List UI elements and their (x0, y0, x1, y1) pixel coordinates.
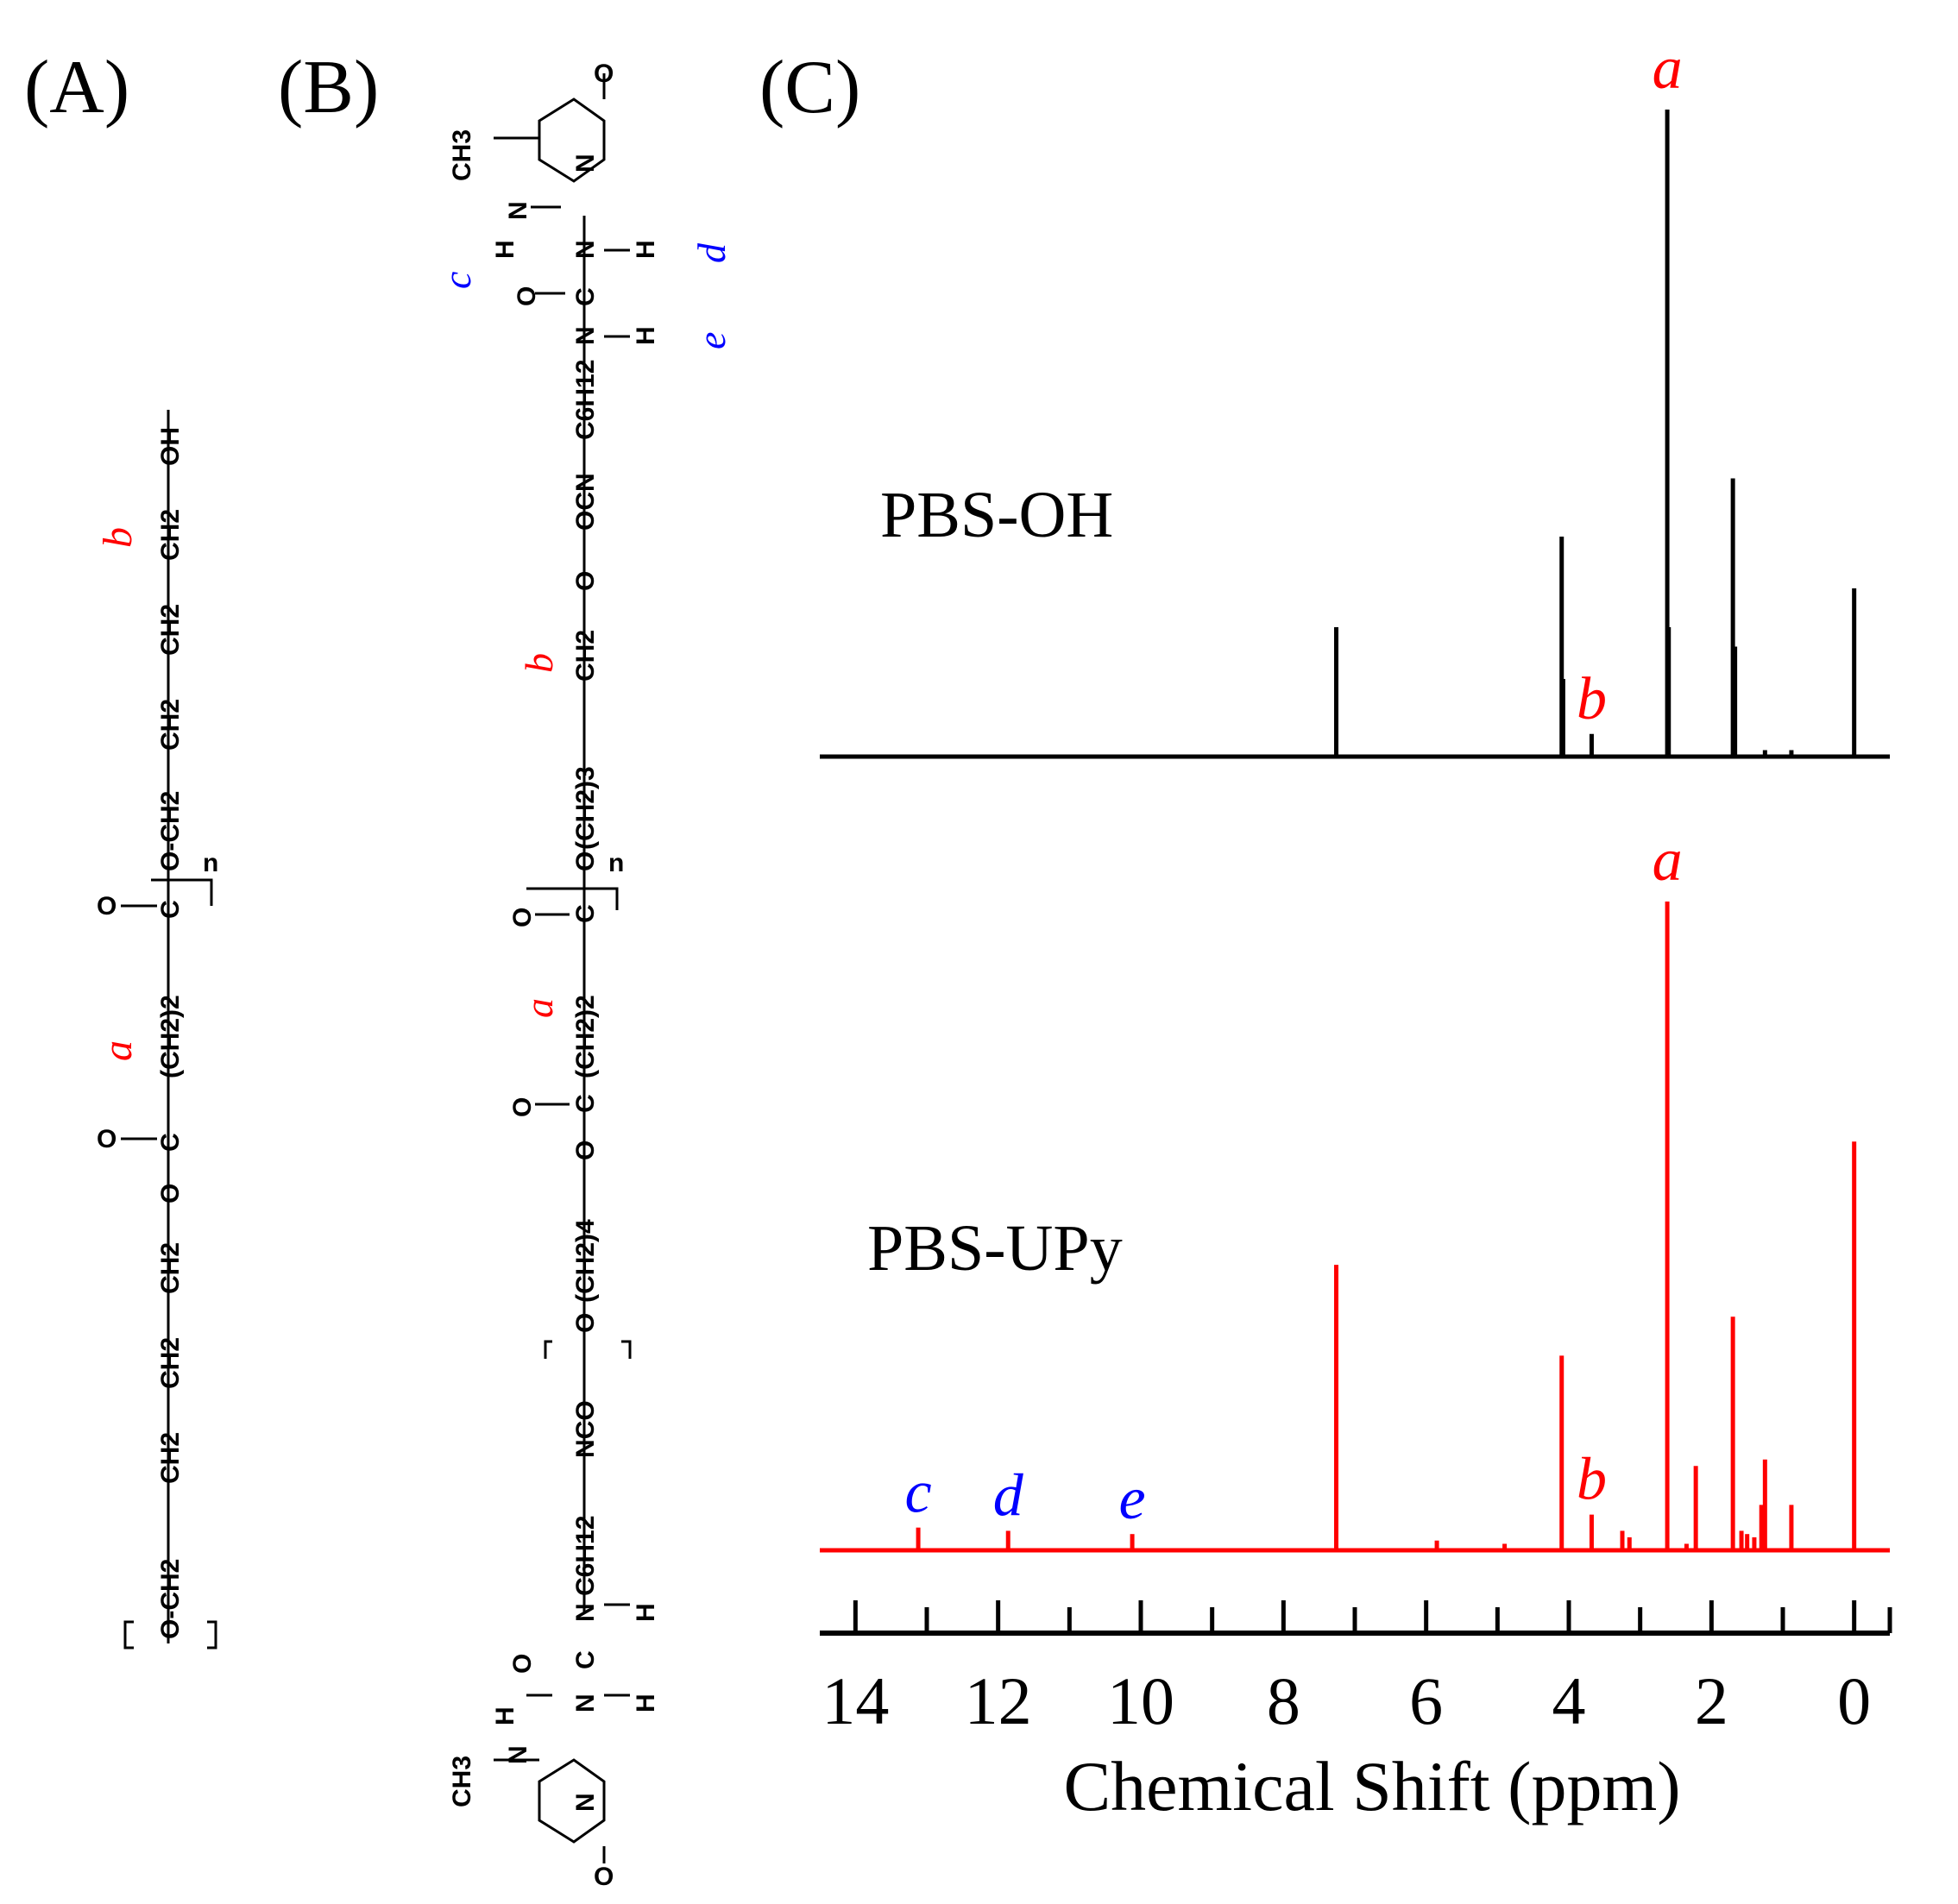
struct-b-n6: N (571, 1693, 600, 1712)
tick-label-8: 8 (1267, 1663, 1300, 1738)
struct-b-o-top: O (594, 60, 614, 88)
struct-b-label-e: e (689, 332, 733, 349)
struct-b-label-a: a (517, 998, 561, 1018)
struct-b-ocn: OCN (571, 473, 600, 531)
struct-a-ch2-1: CH2 (156, 1432, 185, 1484)
tick-label-2: 2 (1695, 1663, 1728, 1738)
struct-a-c2: C (156, 900, 185, 919)
struct-b-n3: N (571, 240, 600, 259)
peak-label-pbs-upy-b: b (1577, 1447, 1607, 1513)
struct-b-o-bottom: O (594, 1863, 614, 1891)
struct-b-n5: N (571, 1603, 600, 1622)
tick-label-10: 10 (1107, 1663, 1174, 1738)
tick-label-14: 14 (822, 1663, 889, 1738)
struct-a-och2-1: O-CH2 (156, 1559, 185, 1639)
struct-b-c2: C (571, 904, 600, 923)
struct-b-n1: N (571, 154, 600, 173)
series-pbs-upy (916, 902, 1857, 1550)
series-pbs-oh (1334, 110, 1857, 757)
struct-a-o-ester: O (156, 1184, 185, 1203)
struct-b-h4: H (632, 1603, 660, 1622)
struct-a-ch2-4: CH2 (156, 699, 185, 751)
struct-b-nco: NCO (571, 1400, 600, 1458)
x-axis-ticks: 14 12 10 8 6 4 2 0 (822, 1600, 1892, 1738)
peak-label-pbs-upy-a: a (1653, 827, 1683, 894)
struct-b-c4: C (571, 1650, 600, 1669)
struct-b-o1: O (513, 286, 541, 306)
struct-b-o3: O (571, 851, 600, 871)
struct-a-ch2-5: CH2 (156, 604, 185, 656)
struct-b-n8: N (571, 1793, 600, 1812)
struct-b-ch2: CH2 (571, 630, 600, 682)
tick-label-4: 4 (1552, 1663, 1586, 1738)
struct-a-ch2-2: CH2 (156, 1337, 185, 1389)
struct-b-label-d: d (689, 242, 733, 263)
struct-a-c1: C (156, 1133, 185, 1152)
peak-label-pbs-upy-e: e (1119, 1466, 1146, 1532)
struct-a-n: n (203, 849, 218, 877)
tick-label-6: 6 (1409, 1663, 1443, 1738)
struct-b-o7: O (571, 1313, 600, 1333)
struct-b-label-b: b (517, 653, 561, 673)
struct-b-ch2-3: (CH2)3 (571, 766, 600, 850)
struct-b-h5: H (632, 1693, 660, 1712)
struct-a-och2-2: O-CH2 (156, 791, 185, 871)
struct-a-o1: O (97, 1125, 116, 1153)
struct-b-c1: C (571, 287, 600, 306)
struct-b-o6: O (571, 1141, 600, 1160)
struct-b-c3: C (571, 1094, 600, 1113)
struct-a-o2: O (97, 892, 116, 921)
peak-label-pbs-upy-c: c (905, 1460, 932, 1526)
structure-pbs-upy: n O CH3 N N H O C N H N H C6H12 OCN O CH… (448, 60, 660, 1891)
panel-label-b: (B) (278, 46, 379, 129)
structure-pbs-oh: n O O O-CH2 CH2 CH2 CH2 O C (CH2)2 C O-C… (97, 410, 218, 1650)
x-axis-title: Chemical Shift (ppm) (1063, 1747, 1680, 1825)
struct-b-o2: O (571, 571, 600, 591)
struct-b-ch2-4: (CH2)4 (571, 1219, 600, 1303)
tick-label-12: 12 (965, 1663, 1032, 1738)
struct-a-ch2-2-group: (CH2)2 (156, 995, 185, 1078)
struct-b-o4: O (508, 908, 537, 927)
struct-b-ch3-bottom: CH3 (448, 1756, 476, 1807)
struct-b-n7: N (504, 1745, 532, 1764)
struct-a-ch2-3: CH2 (156, 1242, 185, 1294)
tick-label-0: 0 (1837, 1663, 1871, 1738)
struct-b-label-c: c (435, 272, 479, 289)
struct-a-oh: OH (156, 427, 185, 466)
struct-b-h6: H (491, 1706, 519, 1725)
trace-name-pbs-oh: PBS-OH (880, 479, 1113, 551)
nmr-chart: b a c d e b a PBS-OH PBS-UPy 14 12 10 8 6 4 2 0 Chemi… (820, 35, 1892, 1825)
struct-b-h1: H (491, 240, 519, 259)
struct-b-ch3-top: CH3 (448, 129, 476, 181)
struct-b-c6h12-bottom: C6H12 (571, 1516, 600, 1596)
struct-a-ch2-6: CH2 (156, 509, 185, 561)
peak-labels: b a c d e b a (905, 35, 1683, 1532)
panel-label-a: (A) (24, 46, 129, 129)
struct-a-label-b: b (95, 527, 141, 548)
struct-b-n4: N (571, 326, 600, 345)
struct-b-h2: H (632, 240, 660, 259)
struct-b-o8: O (508, 1654, 537, 1674)
panel-label-c: (C) (759, 46, 860, 129)
struct-b-h3: H (632, 326, 660, 345)
struct-b-ch2-2: (CH2)2 (571, 995, 600, 1078)
struct-b-n: n (608, 849, 624, 877)
peak-label-pbs-upy-d: d (993, 1462, 1024, 1529)
trace-name-pbs-upy: PBS-UPy (867, 1212, 1123, 1285)
struct-b-n2: N (504, 201, 532, 220)
peak-label-pbs-oh-a: a (1653, 35, 1683, 102)
struct-a-label-a: a (95, 1040, 141, 1061)
struct-b-o5: O (508, 1097, 537, 1117)
struct-b-c6h12-top: C6H12 (571, 360, 600, 440)
peak-label-pbs-oh-b: b (1577, 666, 1607, 732)
